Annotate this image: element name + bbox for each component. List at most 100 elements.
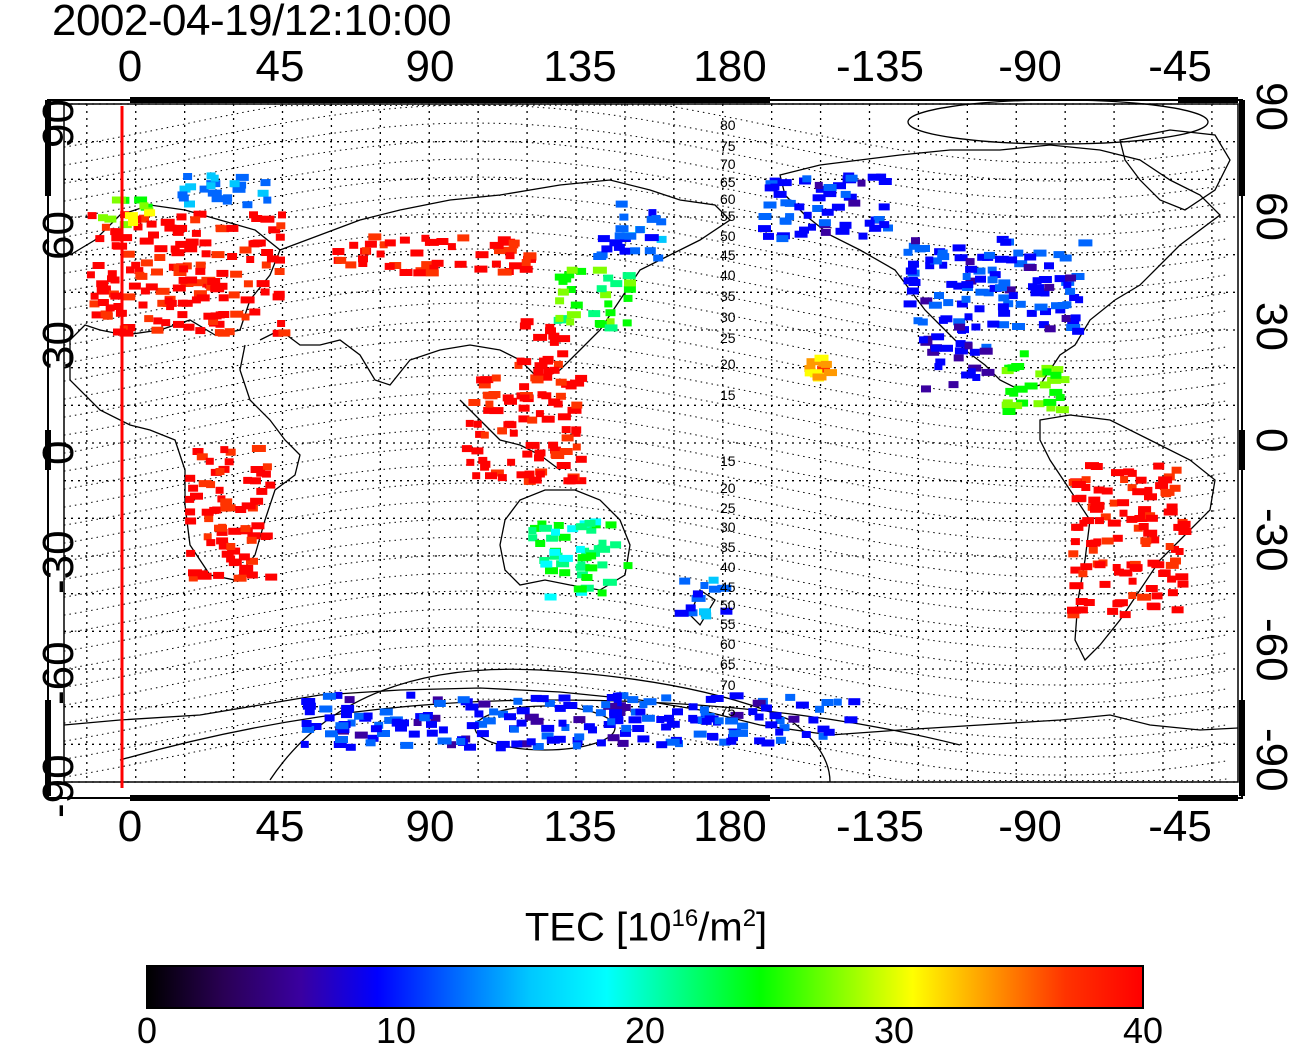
- tec-cell: [656, 235, 667, 243]
- tec-cell: [277, 320, 286, 327]
- tec-cell: [603, 274, 614, 282]
- tec-cell: [86, 271, 95, 279]
- tec-cell: [1175, 573, 1189, 581]
- tec-cell: [230, 310, 244, 318]
- tec-cell: [550, 446, 561, 454]
- tec-cell: [1007, 364, 1020, 372]
- tec-cell: [185, 495, 195, 503]
- tec-cell: [1033, 400, 1045, 408]
- tec-cell: [969, 348, 980, 356]
- tec-cell: [120, 234, 133, 242]
- tec-cell: [134, 267, 144, 275]
- tec-cell: [614, 232, 625, 240]
- tick-top-1: 45: [255, 42, 305, 91]
- mag-lat-label: 15: [720, 387, 736, 403]
- tec-cell: [820, 360, 832, 368]
- tec-cell: [610, 717, 624, 725]
- tec-cell: [619, 213, 629, 221]
- tec-cell: [246, 571, 258, 579]
- tec-cell: [503, 246, 517, 254]
- tec-cell: [1165, 561, 1179, 569]
- tec-cell: [251, 522, 265, 530]
- tec-cell: [823, 728, 835, 736]
- tec-cell: [530, 694, 542, 702]
- tick-right-5: -60: [1247, 618, 1292, 682]
- tick-bottom-5: -135: [835, 802, 925, 851]
- tec-cell: [708, 576, 719, 584]
- tec-cell: [528, 476, 542, 484]
- tec-cell: [490, 469, 504, 477]
- tec-cell: [1032, 277, 1042, 285]
- tec-cell: [833, 182, 846, 190]
- tec-cell: [869, 224, 882, 232]
- tec-cell: [575, 523, 587, 531]
- tec-cell: [232, 185, 246, 193]
- tec-cell: [302, 725, 315, 733]
- tec-cell: [226, 555, 236, 563]
- tec-cell: [122, 250, 135, 258]
- tec-cell: [717, 584, 732, 592]
- tec-cell: [185, 238, 199, 246]
- tec-cell: [1071, 495, 1086, 503]
- tec-cell: [576, 267, 587, 275]
- tec-cell: [485, 472, 497, 480]
- tec-cell: [925, 262, 935, 270]
- tec-cell: [491, 374, 501, 382]
- tec-cell: [1024, 253, 1037, 261]
- tec-cell: [91, 311, 104, 319]
- tec-cell: [610, 541, 622, 549]
- tec-cell: [571, 401, 583, 409]
- tec-cell: [113, 303, 123, 310]
- tec-cell: [399, 269, 413, 276]
- tec-cell: [192, 448, 204, 455]
- tec-cell: [965, 265, 978, 273]
- tick-bottom-0: 0: [117, 802, 143, 851]
- tec-cell: [224, 458, 234, 466]
- tec-cell: [685, 604, 696, 612]
- tec-cell: [154, 254, 166, 261]
- tec-cell: [550, 451, 561, 458]
- tec-cell: [632, 725, 645, 732]
- tec-cell: [408, 730, 420, 738]
- tec-cell: [503, 421, 517, 429]
- tec-cell: [1109, 499, 1118, 507]
- tec-cell: [227, 253, 238, 260]
- tec-cell: [195, 327, 206, 335]
- tec-cell: [319, 705, 333, 713]
- tec-cell: [1128, 577, 1137, 585]
- tec-cell: [903, 248, 913, 256]
- tec-cell: [848, 698, 861, 706]
- tec-cell: [1112, 564, 1121, 571]
- tec-cell: [763, 201, 777, 209]
- tec-cell: [555, 314, 564, 322]
- tec-cell: [780, 199, 792, 207]
- tec-cell: [139, 237, 154, 245]
- tec-cell: [507, 458, 516, 466]
- tec-cell: [1081, 484, 1091, 491]
- tec-cell: [395, 724, 407, 732]
- tec-cell: [637, 735, 650, 743]
- tec-cell: [780, 217, 792, 225]
- tec-cell: [341, 711, 352, 719]
- tec-cell: [220, 504, 232, 512]
- tec-cell: [197, 572, 212, 580]
- tec-cell: [201, 508, 214, 516]
- tec-cell: [304, 708, 315, 716]
- tec-cell: [1030, 289, 1043, 297]
- mag-lat-contour: [63, 608, 1229, 686]
- tec-cell: [216, 528, 228, 536]
- tec-cell: [539, 557, 550, 564]
- tec-cell: [1067, 318, 1080, 325]
- tec-cell: [879, 221, 890, 229]
- tec-cell: [656, 741, 668, 749]
- tec-cell: [1047, 376, 1062, 384]
- tec-cell: [593, 545, 606, 553]
- tec-cell: [370, 725, 382, 733]
- tec-cell: [651, 215, 661, 222]
- tec-cell: [399, 236, 410, 244]
- mag-lat-label: 40: [720, 559, 736, 575]
- tec-cell: [1049, 388, 1063, 396]
- tec-cell: [597, 561, 608, 569]
- tec-cell: [557, 350, 569, 358]
- tec-cell: [133, 223, 143, 231]
